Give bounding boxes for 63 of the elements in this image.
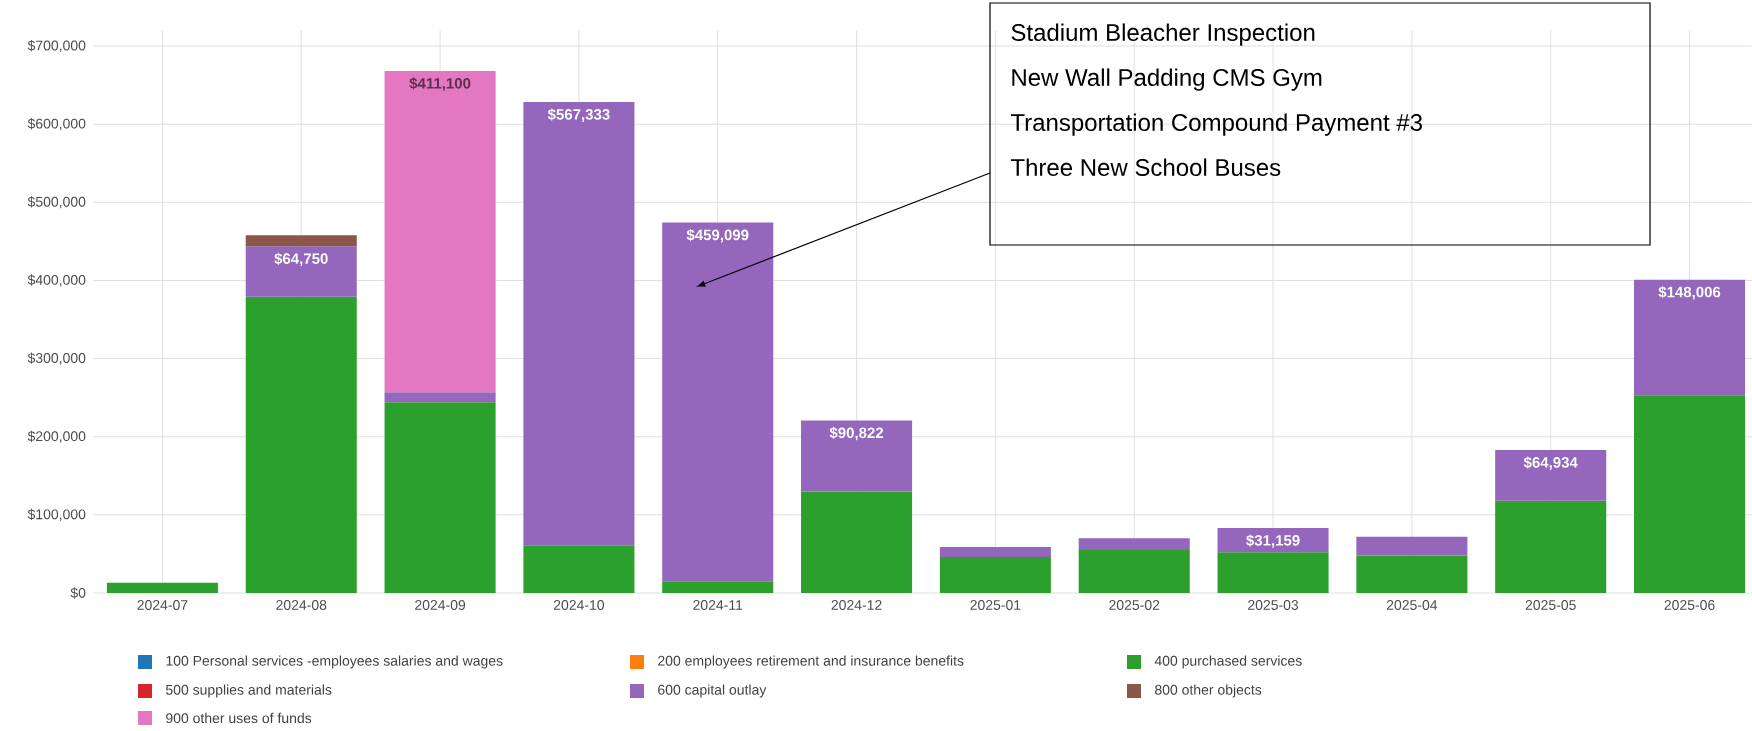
bar [801, 491, 913, 593]
bar [1356, 555, 1468, 593]
x-tick-label: 2025-02 [1109, 600, 1160, 610]
data-label: $567,333 [547, 108, 610, 122]
y-tick-label: $700,000 [27, 39, 86, 53]
bar [939, 557, 1051, 593]
legend-label: 600 capital outlay [658, 684, 767, 698]
bar [245, 235, 357, 247]
bar [523, 102, 635, 546]
bar [384, 402, 496, 593]
bar [245, 296, 357, 593]
annotation: Transportation Compound Payment #3 [1010, 113, 1422, 136]
annotation: New Wall Padding CMS Gym [1012, 68, 1322, 91]
bar [662, 222, 774, 582]
bar [523, 545, 635, 593]
legend-label: 800 other objects [1155, 684, 1262, 698]
x-tick-label: 2024-09 [415, 600, 466, 610]
legend-label: 500 supplies and materials [165, 684, 332, 698]
y-tick-label: $300,000 [27, 352, 86, 365]
x-tick-label: 2025-06 [1664, 600, 1715, 610]
bar [1078, 550, 1190, 593]
x-tick-label: 2024-08 [276, 600, 327, 610]
bar [1495, 450, 1607, 501]
x-tick-label: 2025-03 [1248, 600, 1299, 610]
bar [245, 246, 357, 297]
bar [384, 392, 496, 403]
legend-label: 900 other uses of funds [166, 712, 312, 724]
x-tick-label: 2024-10 [553, 600, 605, 610]
data-label: $31,159 [1246, 534, 1300, 548]
y-tick-label: $400,000 [27, 274, 86, 287]
x-tick-label: 2025-05 [1525, 600, 1576, 610]
bar [106, 582, 218, 593]
annotation: Stadium Bleacher Inspection [1011, 23, 1315, 46]
x-tick-label: 2024-07 [137, 600, 188, 610]
bar [1634, 395, 1746, 593]
legend-label: 400 purchased services [1154, 655, 1302, 669]
bar [384, 70, 496, 393]
y-tick-label: $100,000 [27, 508, 86, 521]
x-tick-label: 2024-11 [693, 600, 743, 610]
data-label: $148,006 [1658, 286, 1721, 300]
data-label: $64,750 [274, 252, 328, 267]
y-tick-label: $0 [70, 587, 86, 599]
data-label: $411,100 [409, 77, 471, 91]
data-label: $64,934 [1523, 456, 1578, 470]
bar [662, 581, 774, 593]
y-tick-label: $200,000 [27, 430, 86, 443]
x-tick-label: 2025-04 [1386, 600, 1438, 610]
legend-label: 100 Personal services -employees salaries and wages [166, 655, 503, 669]
bar [801, 420, 913, 492]
bar [1078, 538, 1190, 551]
data-label: $90,822 [829, 426, 884, 441]
x-tick-label: 2024-12 [831, 600, 882, 610]
legend-label: 200 employees retirement and insurance benefits [658, 655, 964, 669]
bar [1495, 500, 1607, 593]
data-label: $459,099 [686, 228, 749, 243]
bar [1356, 536, 1468, 556]
y-tick-label: $500,000 [27, 196, 86, 209]
bar [939, 546, 1051, 558]
annotation: Three New School Buses [1010, 158, 1281, 176]
bar [1217, 552, 1329, 593]
bar [1634, 279, 1746, 396]
y-tick-label: $600,000 [27, 118, 86, 131]
x-tick-label: 2025-01 [970, 600, 1021, 610]
